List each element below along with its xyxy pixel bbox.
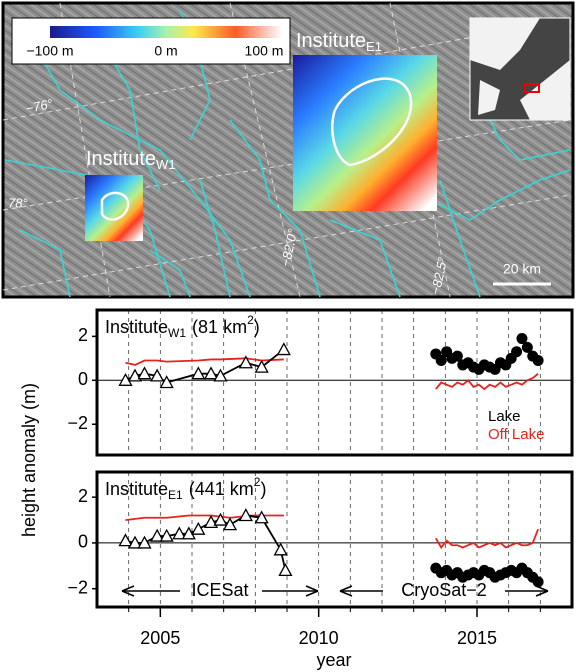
data-point [254,510,269,524]
series-line [435,373,539,391]
data-point [532,355,544,367]
y-tick-label: 2 [78,486,88,506]
data-point [127,368,143,382]
data-point [150,368,165,382]
plot-area [97,472,572,607]
plot-frame [95,308,574,457]
colorbar-label: 0 m [154,43,177,59]
title-superscript: 2 [254,475,261,489]
data-point [273,542,288,556]
data-point [191,366,206,380]
colorbar-box [11,17,291,65]
data-point [181,526,196,540]
data-point [150,528,165,542]
y-tick-label: −2 [67,577,88,597]
data-point [276,342,291,356]
arrow-head [535,585,549,597]
legend-entry: Lake [488,408,521,425]
arrow-head [339,585,353,597]
data-point [159,375,174,389]
colorbar-label: −100 m [26,43,73,59]
plot-frame [95,470,574,609]
data-point [222,517,238,531]
annotation: CryoSat−2 [401,580,487,600]
graticule-label: 78° [8,195,28,210]
x-axis-label: year [316,650,351,670]
map-panel: −100 m 0 m 100 m InstituteE1 InstituteW1… [1,1,575,299]
lake-e1-image [293,55,437,211]
graticule-label: −76° [24,96,54,116]
lake-subscript: E1 [366,39,382,54]
arrow-head [305,585,319,597]
arrow-head [121,585,135,597]
colorbar [50,26,282,38]
y-tick-label: −2 [67,413,88,433]
data-point [159,528,174,542]
lake-label: InstituteW1 [86,148,176,172]
annotation: ICESat [191,580,248,600]
data-point [254,359,269,373]
data-point [532,576,544,588]
data-point [516,333,528,345]
data-point [238,508,253,522]
lake-subscript: W1 [156,157,176,172]
title-name: Institute [105,479,168,499]
series-line [435,528,539,550]
data-point [521,341,533,353]
chart-title: InstituteE1 (441 km2) [105,475,266,502]
x-tick-label: 2010 [299,628,339,648]
lake-label: InstituteE1 [296,30,382,54]
data-point [118,372,133,386]
flowlines [4,9,571,298]
data-point [435,355,447,367]
data-point [213,368,228,382]
data-point [137,535,152,549]
data-point [213,512,228,526]
plot-area [97,310,572,455]
y-tick-label: 0 [78,532,88,552]
title-area: (441 km [189,479,254,499]
title-close: ) [254,317,260,337]
data-point [127,535,143,549]
inset-ice [470,18,570,120]
data-point [137,366,152,380]
lake-name: Institute [86,148,156,170]
title-superscript: 2 [247,313,254,327]
scale-bar-label: 20 km [503,261,541,277]
data-point [238,355,253,369]
series-line [125,357,284,366]
data-point [191,521,206,535]
data-point [118,533,133,547]
colorbar-label: 100 m [245,43,284,59]
y-tick-label: 0 [78,369,88,389]
lake-w1-outline [100,191,130,221]
y-axis-label: height anomaly (m) [19,383,39,537]
lake-name: Institute [296,30,366,52]
x-tick-label: 2015 [457,628,497,648]
chart-title: InstituteW1 (81 km2) [105,313,260,340]
legend-entry: Off Lake [488,426,544,443]
x-tick-label: 2005 [140,628,180,648]
data-point [203,366,219,380]
inset-locator [524,83,540,93]
title-name: Institute [105,317,168,337]
title-area: (81 km [192,317,247,337]
data-point [172,526,187,540]
y-tick-label: 2 [78,325,88,345]
title-close: ) [260,479,266,499]
data-point [278,563,293,577]
lake-w1-image [85,175,143,241]
data-point [451,350,463,362]
data-point [203,514,219,528]
lake-e1-outline [331,77,413,167]
title-subscript: W1 [168,326,186,340]
data-point [511,346,523,358]
title-subscript: E1 [168,488,183,502]
